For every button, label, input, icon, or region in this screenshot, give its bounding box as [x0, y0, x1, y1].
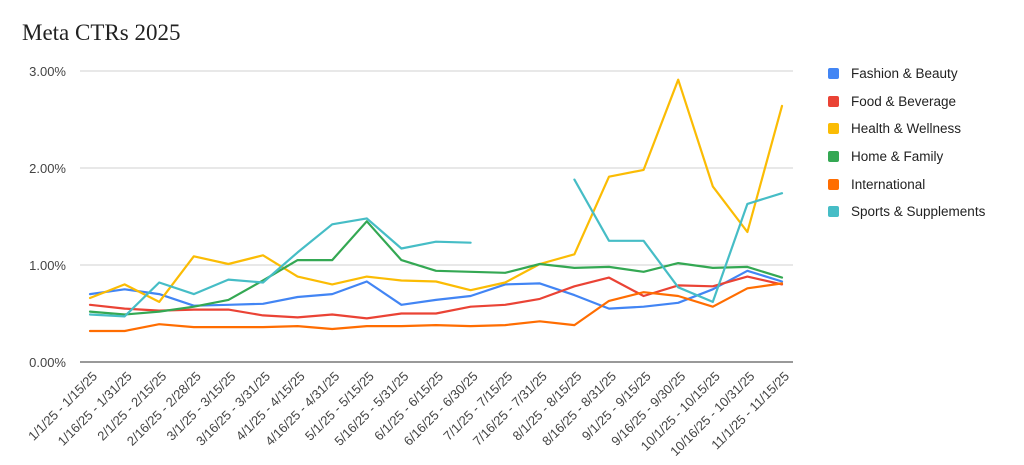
gridlines: [80, 70, 793, 363]
legend-item: Health & Wellness: [828, 115, 985, 143]
legend-swatch: [828, 95, 839, 107]
legend-item: Fashion & Beauty: [828, 60, 985, 88]
y-tick-label: 2.00%: [29, 161, 66, 176]
legend-label: Food & Beverage: [851, 93, 957, 109]
legend-label: Health & Wellness: [851, 121, 962, 137]
legend-item: Sports & Supplements: [828, 198, 985, 226]
series-line-sports-supplements: [88, 178, 784, 318]
legend-swatch: [828, 206, 839, 218]
legend-item: Home & Family: [828, 143, 985, 171]
legend-swatch: [828, 68, 839, 80]
legend-swatch: [828, 151, 839, 163]
y-tick-label: 0.00%: [29, 355, 66, 370]
y-axis-tick-labels: 0.00% 1.00% 2.00% 3.00%: [29, 64, 66, 370]
series-line-international: [88, 282, 784, 333]
legend-item: International: [828, 170, 985, 198]
legend-label: Home & Family: [851, 149, 944, 165]
legend-label: Fashion & Beauty: [851, 66, 958, 82]
x-axis-tick-labels: 1/1/25 - 1/15/251/16/25 - 1/31/252/1/25 …: [25, 369, 792, 459]
series-lines: [88, 78, 784, 333]
legend-swatch: [828, 123, 839, 135]
legend: Fashion & Beauty Food & Beverage Health & …: [828, 60, 985, 226]
series-line-home-family: [88, 220, 784, 316]
legend-label: International: [851, 176, 926, 192]
y-tick-label: 3.00%: [29, 64, 66, 79]
legend-label: Sports & Supplements: [851, 204, 986, 220]
series-line-fashion-beauty: [88, 269, 784, 310]
legend-item: Food & Beverage: [828, 88, 985, 116]
chart-title: Meta CTRs 2025: [22, 20, 181, 45]
y-tick-label: 1.00%: [29, 258, 66, 273]
series-line-health-wellness: [88, 78, 784, 303]
series-line-food-beverage: [88, 275, 784, 320]
legend-swatch: [828, 178, 839, 190]
